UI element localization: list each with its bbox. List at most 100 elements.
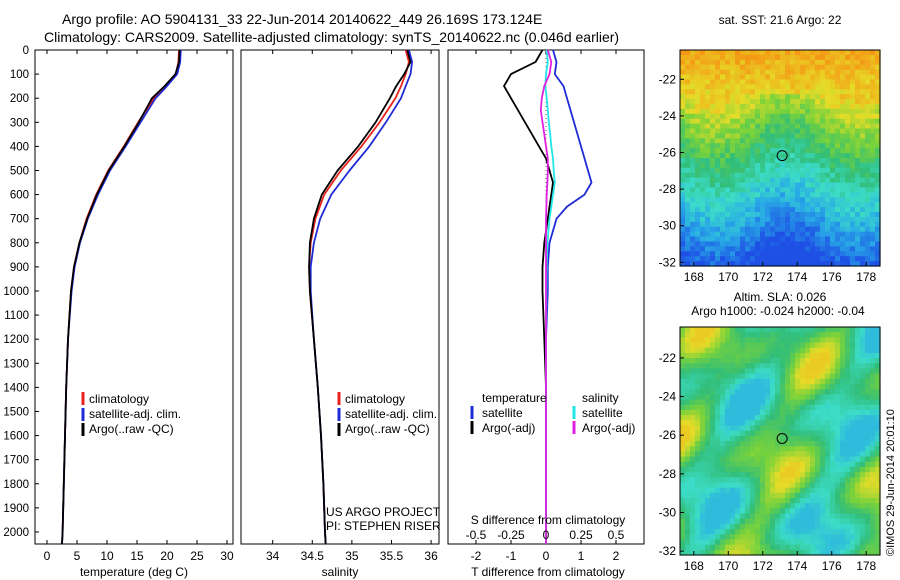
map-cell <box>740 216 746 223</box>
map-cell <box>680 79 686 85</box>
map-cell <box>825 399 831 406</box>
map-cell <box>800 84 806 90</box>
map-cell <box>695 363 701 370</box>
map-cell <box>705 226 711 233</box>
map-cell <box>840 216 846 223</box>
map-cell <box>860 337 866 344</box>
map-cell <box>835 378 841 385</box>
map-cell <box>680 177 686 184</box>
map-cell <box>840 246 846 252</box>
map-cell <box>750 177 756 184</box>
map-cell <box>765 123 771 130</box>
map-cell <box>820 466 826 473</box>
map-cell <box>860 153 866 159</box>
map-cell <box>820 378 826 385</box>
map-cell <box>680 472 686 478</box>
map-cell <box>855 513 861 520</box>
map-cell <box>850 446 856 452</box>
map-cell <box>740 352 746 359</box>
map-cell <box>725 153 731 159</box>
map-cell <box>765 384 771 390</box>
map-cell <box>760 50 766 56</box>
map-cell <box>795 347 801 354</box>
map-cell <box>860 74 866 81</box>
map-cell <box>850 332 856 338</box>
map-cell <box>680 425 686 432</box>
map-cell <box>765 69 771 76</box>
map-cell <box>685 128 691 135</box>
map-cell <box>850 236 856 243</box>
map-cell <box>735 94 741 100</box>
map-cell <box>755 202 761 208</box>
map-cell <box>720 138 726 144</box>
map-cell <box>785 456 791 463</box>
map-cell <box>865 363 871 370</box>
map-cell <box>765 84 771 90</box>
map-cell <box>770 138 776 144</box>
map-cell <box>875 153 881 159</box>
map-cell <box>865 347 871 354</box>
map-cell <box>740 108 746 115</box>
map-cell <box>790 337 796 344</box>
map-cell <box>690 79 696 85</box>
map-cell <box>745 50 751 56</box>
map-cell <box>800 187 806 193</box>
map-cell <box>690 118 696 125</box>
imos-timestamp: ©IMOS 29-Jun-2014 20:01:10 <box>885 409 897 556</box>
map-cell <box>855 523 861 530</box>
map-cell <box>745 503 751 509</box>
map-cell <box>855 363 861 370</box>
map-cell <box>780 549 786 556</box>
map-cell <box>845 69 851 76</box>
temperature-plot-frame <box>34 49 234 545</box>
map-cell <box>750 182 756 189</box>
map-cell <box>720 389 726 395</box>
map-cell <box>840 236 846 243</box>
sla-map-panel: Altim. SLA: 0.026 Argo h1000: -0.024 h20… <box>659 290 881 573</box>
map-cell <box>740 456 746 463</box>
map-cell <box>715 123 721 130</box>
map-cell <box>715 79 721 85</box>
map-cell <box>685 99 691 105</box>
map-cell <box>765 128 771 135</box>
map-cell <box>700 246 706 252</box>
map-cell <box>790 261 796 267</box>
map-cell <box>835 153 841 159</box>
map-cell <box>845 226 851 233</box>
map-cell <box>860 544 866 551</box>
map-cell <box>790 64 796 71</box>
map-cell <box>685 172 691 179</box>
map-cell <box>745 518 751 525</box>
map-cell <box>850 212 856 218</box>
map-cell <box>730 430 736 437</box>
map-cell <box>835 394 841 401</box>
map-cell <box>725 415 731 421</box>
map-cell <box>775 389 781 395</box>
map-cell <box>835 477 841 484</box>
map-cell <box>700 415 706 421</box>
map-cell <box>840 378 846 385</box>
map-cell <box>750 389 756 395</box>
map-cell <box>800 492 806 499</box>
map-cell <box>845 378 851 385</box>
map-cell <box>790 133 796 139</box>
map-cell <box>820 202 826 208</box>
map-cell <box>780 108 786 115</box>
map-cell <box>795 430 801 437</box>
map-cell <box>805 529 811 535</box>
map-cell <box>870 415 876 421</box>
map-cell <box>780 513 786 520</box>
map-cell <box>690 123 696 130</box>
map-cell <box>695 404 701 411</box>
map-cell <box>680 477 686 484</box>
map-cell <box>745 172 751 179</box>
map-cell <box>725 466 731 473</box>
map-cell <box>810 523 816 530</box>
map-cell <box>860 50 866 56</box>
map-cell <box>750 518 756 525</box>
map-cell <box>750 108 756 115</box>
map-cell <box>805 143 811 149</box>
map-cell <box>855 384 861 390</box>
map-cell <box>750 332 756 338</box>
header-line-2: Climatology: CARS2009. Satellite-adjuste… <box>44 29 619 45</box>
